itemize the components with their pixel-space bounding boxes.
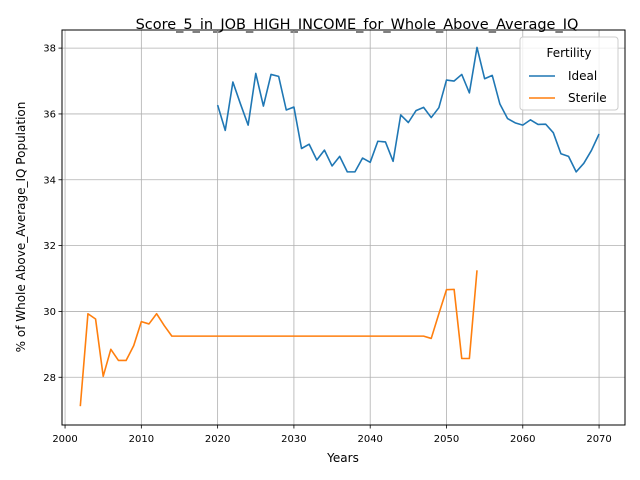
x-tick-label: 2040 <box>357 434 382 445</box>
x-tick-label: 2010 <box>129 434 154 445</box>
legend-label-sterile: Sterile <box>568 91 607 105</box>
x-axis-label: Years <box>326 451 359 465</box>
y-tick-label: 32 <box>43 241 56 252</box>
y-tick-label: 38 <box>43 44 56 55</box>
legend-label-ideal: Ideal <box>568 69 597 83</box>
y-tick-label: 30 <box>43 307 56 318</box>
x-tick-label: 2060 <box>510 434 535 445</box>
y-tick-label: 28 <box>43 373 56 384</box>
y-axis-label: % of Whole Above_Average_IQ Population <box>14 102 28 353</box>
x-tick-label: 2020 <box>205 434 230 445</box>
legend: Fertility Ideal Sterile <box>520 37 618 110</box>
x-tick-label: 2000 <box>52 434 77 445</box>
legend-title: Fertility <box>546 46 591 60</box>
x-tick-label: 2070 <box>586 434 611 445</box>
y-tick-label: 36 <box>43 109 56 120</box>
chart-title: Score_5_in_JOB_HIGH_INCOME_for_Whole_Abo… <box>136 17 579 33</box>
y-tick-label: 34 <box>43 175 56 186</box>
x-tick-label: 2050 <box>434 434 459 445</box>
x-tick-label: 2030 <box>281 434 306 445</box>
